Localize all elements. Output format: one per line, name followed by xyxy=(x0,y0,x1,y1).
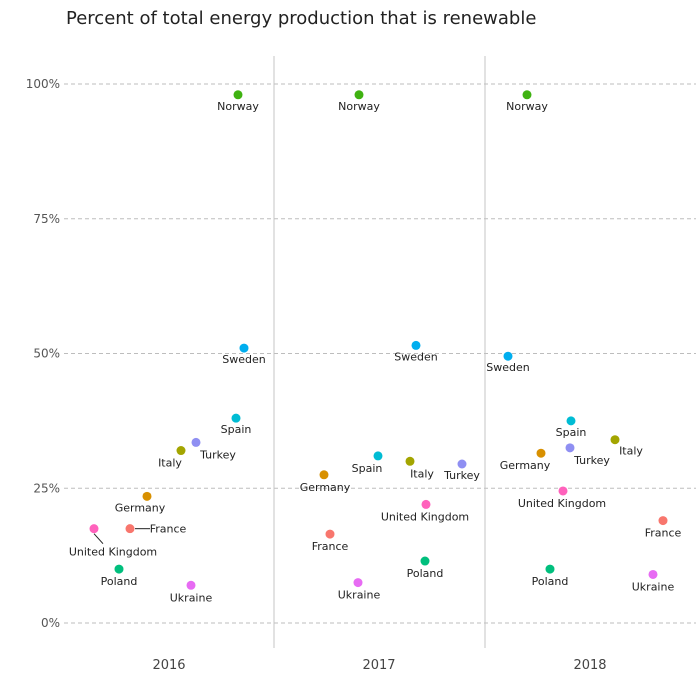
label-poland-2017: Poland xyxy=(407,567,444,580)
point-united-kingdom-2017 xyxy=(421,499,431,509)
point-spain-2018 xyxy=(566,416,576,426)
label-germany-2018: Germany xyxy=(500,459,551,472)
label-france-2018: France xyxy=(645,527,682,540)
grid-lines xyxy=(64,83,696,624)
point-poland-2016 xyxy=(114,564,124,574)
point-sweden-2017 xyxy=(411,340,421,350)
label-united-kingdom-2018: United Kingdom xyxy=(518,497,606,510)
point-ukraine-2017 xyxy=(353,578,363,588)
point-germany-2016 xyxy=(142,491,152,501)
point-france-2016 xyxy=(125,524,135,534)
point-spain-2017 xyxy=(373,451,383,461)
label-turkey-2018: Turkey xyxy=(573,454,610,467)
label-italy-2018: Italy xyxy=(619,445,643,458)
point-turkey-2016 xyxy=(191,437,201,447)
label-turkey-2016: Turkey xyxy=(199,448,236,461)
label-sweden-2016: Sweden xyxy=(222,353,265,366)
point-spain-2016 xyxy=(231,413,241,423)
label-spain-2018: Spain xyxy=(556,426,587,439)
label-united-kingdom-2016: United Kingdom xyxy=(69,546,157,559)
point-labels: Norway Norway Norway Sweden Sweden Sweden Spai… xyxy=(69,100,682,604)
label-poland-2016: Poland xyxy=(101,575,138,588)
point-france-2017 xyxy=(325,529,335,539)
point-united-kingdom-2016 xyxy=(89,524,99,534)
label-germany-2016: Germany xyxy=(115,501,166,514)
label-france-2016: France xyxy=(150,523,187,536)
point-sweden-2018 xyxy=(503,351,513,361)
label-spain-2016: Spain xyxy=(221,423,252,436)
point-sweden-2016 xyxy=(239,343,249,353)
point-united-kingdom-2018 xyxy=(558,486,568,496)
label-united-kingdom-2017: United Kingdom xyxy=(381,510,469,523)
label-italy-2017: Italy xyxy=(410,467,434,480)
point-germany-2018 xyxy=(536,448,546,458)
point-italy-2016 xyxy=(176,446,186,456)
point-italy-2017 xyxy=(405,456,415,466)
point-turkey-2017 xyxy=(457,459,467,469)
point-italy-2018 xyxy=(610,435,620,445)
label-france-2017: France xyxy=(312,540,349,553)
x-axis-ticks: 2016 2017 2018 xyxy=(152,658,606,673)
point-norway-2016 xyxy=(233,90,243,100)
label-ukraine-2017: Ukraine xyxy=(338,589,381,602)
point-poland-2017 xyxy=(420,556,430,566)
x-tick-label: 2017 xyxy=(362,658,395,673)
point-france-2018 xyxy=(658,516,668,526)
y-tick-label: 25% xyxy=(33,481,60,495)
point-turkey-2018 xyxy=(565,443,575,453)
y-tick-label: 0% xyxy=(41,616,60,630)
label-sweden-2017: Sweden xyxy=(394,350,437,363)
label-sweden-2018: Sweden xyxy=(486,361,529,374)
label-turkey-2017: Turkey xyxy=(443,469,480,482)
leader-line xyxy=(93,533,104,545)
y-tick-label: 100% xyxy=(26,77,60,91)
chart-title: Percent of total energy production that … xyxy=(66,8,536,29)
label-leader-lines xyxy=(93,528,150,545)
point-norway-2018 xyxy=(522,90,532,100)
x-tick-label: 2018 xyxy=(573,658,606,673)
label-poland-2018: Poland xyxy=(532,575,569,588)
label-ukraine-2018: Ukraine xyxy=(632,580,675,593)
y-tick-label: 75% xyxy=(33,212,60,226)
point-norway-2017 xyxy=(354,90,364,100)
label-ukraine-2016: Ukraine xyxy=(170,591,213,604)
y-tick-label: 50% xyxy=(33,347,60,361)
y-axis-ticks: 0% 25% 50% 75% 100% xyxy=(26,77,60,630)
label-spain-2017: Spain xyxy=(352,462,383,475)
label-italy-2016: Italy xyxy=(158,457,182,470)
panel-separators xyxy=(273,56,486,648)
data-points xyxy=(89,90,668,590)
label-germany-2017: Germany xyxy=(300,481,351,494)
label-norway-2018: Norway xyxy=(506,100,548,113)
x-tick-label: 2016 xyxy=(152,658,185,673)
label-norway-2017: Norway xyxy=(338,100,380,113)
label-norway-2016: Norway xyxy=(217,100,259,113)
point-germany-2017 xyxy=(319,470,329,480)
point-ukraine-2018 xyxy=(648,569,658,579)
point-poland-2018 xyxy=(545,564,555,574)
point-ukraine-2016 xyxy=(186,580,196,590)
